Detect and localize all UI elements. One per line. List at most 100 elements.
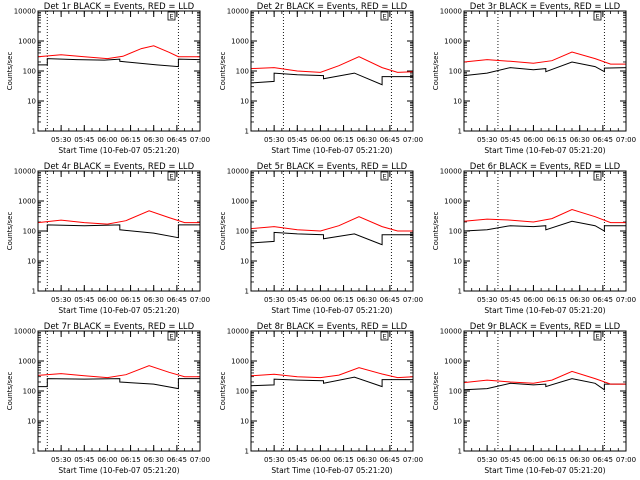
x-axis-label: Start Time (10-Feb-07 05:21:20) xyxy=(58,146,179,155)
x-tick-label: 06:15 xyxy=(546,296,566,304)
y-tick-label: 10 xyxy=(453,98,462,106)
x-tick-label: 05:45 xyxy=(74,456,94,464)
plot-frame xyxy=(37,330,201,452)
x-axis-label: Start Time (10-Feb-07 05:21:20) xyxy=(484,306,605,315)
x-tick-label: 06:15 xyxy=(546,136,566,144)
x-tick-label: 06:30 xyxy=(144,456,164,464)
x-tick-label: 05:30 xyxy=(51,456,71,464)
y-tick-label: 1000 xyxy=(231,38,249,46)
y-tick-label: 100 xyxy=(23,68,36,76)
panel-det-8: Det 8r BLACK = Events, RED = LLD Counts/s… xyxy=(219,322,423,475)
y-tick-label: 100 xyxy=(236,388,249,396)
x-axis-label: Start Time (10-Feb-07 05:21:20) xyxy=(484,146,605,155)
y-tick-label: 10 xyxy=(27,98,36,106)
x-tick-label: 06:15 xyxy=(120,456,140,464)
flag-label: E xyxy=(595,333,599,341)
y-tick-label: 100 xyxy=(449,388,462,396)
x-tick-label: 06:30 xyxy=(357,136,377,144)
y-tick-label: 1 xyxy=(32,128,36,136)
series-line-events xyxy=(250,231,413,246)
panel-title: Det 3r BLACK = Events, RED = LLD xyxy=(470,2,621,12)
y-tick-label: 1 xyxy=(458,128,462,136)
y-axis-label: Counts/sec xyxy=(432,52,440,91)
series-line-events xyxy=(463,378,626,391)
y-tick-label: 1000 xyxy=(444,38,462,46)
x-tick-label: 06:15 xyxy=(333,136,353,144)
x-tick-label: 05:30 xyxy=(51,296,71,304)
x-tick-label: 06:30 xyxy=(570,296,590,304)
y-axis-label: Counts/sec xyxy=(6,372,14,411)
y-tick-label: 1 xyxy=(32,448,36,456)
x-tick-label: 06:00 xyxy=(97,136,117,144)
x-tick-label: 05:45 xyxy=(500,456,520,464)
flag-box xyxy=(380,331,389,341)
y-axis-label: Counts/sec xyxy=(219,372,227,411)
x-tick-label: 07:00 xyxy=(403,456,423,464)
flag-box xyxy=(380,11,389,21)
x-tick-label: 07:00 xyxy=(190,456,210,464)
x-tick-label: 05:45 xyxy=(74,136,94,144)
x-tick-label: 05:30 xyxy=(51,136,71,144)
y-tick-label: 10 xyxy=(240,98,249,106)
series-line-lld xyxy=(37,45,200,60)
y-tick-label: 1000 xyxy=(18,38,36,46)
y-tick-label: 10 xyxy=(453,418,462,426)
x-tick-label: 06:45 xyxy=(380,136,400,144)
x-axis-label: Start Time (10-Feb-07 05:21:20) xyxy=(58,306,179,315)
y-tick-label: 1000 xyxy=(231,198,249,206)
series-line-lld xyxy=(463,208,626,224)
series-line-lld xyxy=(250,56,414,73)
panel-det-7: Det 7r BLACK = Events, RED = LLD Counts/s… xyxy=(6,322,210,475)
flag-box xyxy=(167,171,176,181)
x-tick-label: 06:15 xyxy=(120,136,140,144)
y-tick-label: 10000 xyxy=(227,328,249,336)
x-tick-label: 06:45 xyxy=(593,136,613,144)
x-tick-label: 06:30 xyxy=(144,136,164,144)
y-axis-label: Counts/sec xyxy=(6,212,14,251)
x-axis-label: Start Time (10-Feb-07 05:21:20) xyxy=(271,466,392,475)
x-tick-label: 06:45 xyxy=(593,296,613,304)
x-tick-label: 06:00 xyxy=(97,296,117,304)
panel-det-4: Det 4r BLACK = Events, RED = LLD Counts/s… xyxy=(6,162,210,315)
flag-box xyxy=(167,11,176,21)
flag-box xyxy=(593,331,602,341)
x-tick-label: 05:45 xyxy=(500,136,520,144)
y-tick-label: 10000 xyxy=(227,8,249,16)
x-tick-label: 05:30 xyxy=(264,296,284,304)
flag-label: E xyxy=(169,173,173,181)
x-tick-label: 05:30 xyxy=(477,136,497,144)
flag-label: E xyxy=(382,13,386,21)
x-tick-label: 06:45 xyxy=(167,136,187,144)
x-tick-label: 06:30 xyxy=(144,296,164,304)
panel-det-2: Det 2r BLACK = Events, RED = LLD Counts/s… xyxy=(219,2,423,155)
y-tick-label: 10000 xyxy=(14,328,36,336)
y-tick-label: 1 xyxy=(458,288,462,296)
plot-frame xyxy=(250,10,414,132)
x-tick-label: 06:15 xyxy=(546,456,566,464)
flag-box xyxy=(380,171,389,181)
panel-title: Det 9r BLACK = Events, RED = LLD xyxy=(470,322,621,332)
x-tick-label: 06:15 xyxy=(120,296,140,304)
y-axis-label: Counts/sec xyxy=(432,212,440,251)
x-tick-label: 06:45 xyxy=(593,456,613,464)
y-tick-label: 1 xyxy=(32,288,36,296)
y-axis-label: Counts/sec xyxy=(219,52,227,91)
x-tick-label: 06:45 xyxy=(167,456,187,464)
y-tick-label: 100 xyxy=(236,68,249,76)
y-tick-label: 1 xyxy=(245,128,249,136)
panel-det-3: Det 3r BLACK = Events, RED = LLD Counts/s… xyxy=(432,2,636,155)
y-tick-label: 1 xyxy=(458,448,462,456)
x-tick-label: 06:30 xyxy=(357,296,377,304)
series-line-events xyxy=(250,376,413,388)
plot-frame xyxy=(37,170,201,292)
flag-label: E xyxy=(169,333,173,341)
x-tick-label: 06:15 xyxy=(333,296,353,304)
y-tick-label: 10000 xyxy=(440,8,462,16)
y-tick-label: 100 xyxy=(236,228,249,236)
panel-title: Det 5r BLACK = Events, RED = LLD xyxy=(257,162,408,172)
panel-title: Det 7r BLACK = Events, RED = LLD xyxy=(44,322,195,332)
panel-det-9: Det 9r BLACK = Events, RED = LLD Counts/s… xyxy=(432,322,636,475)
plot-frame xyxy=(250,170,414,292)
y-tick-label: 100 xyxy=(449,228,462,236)
y-tick-label: 10000 xyxy=(440,168,462,176)
